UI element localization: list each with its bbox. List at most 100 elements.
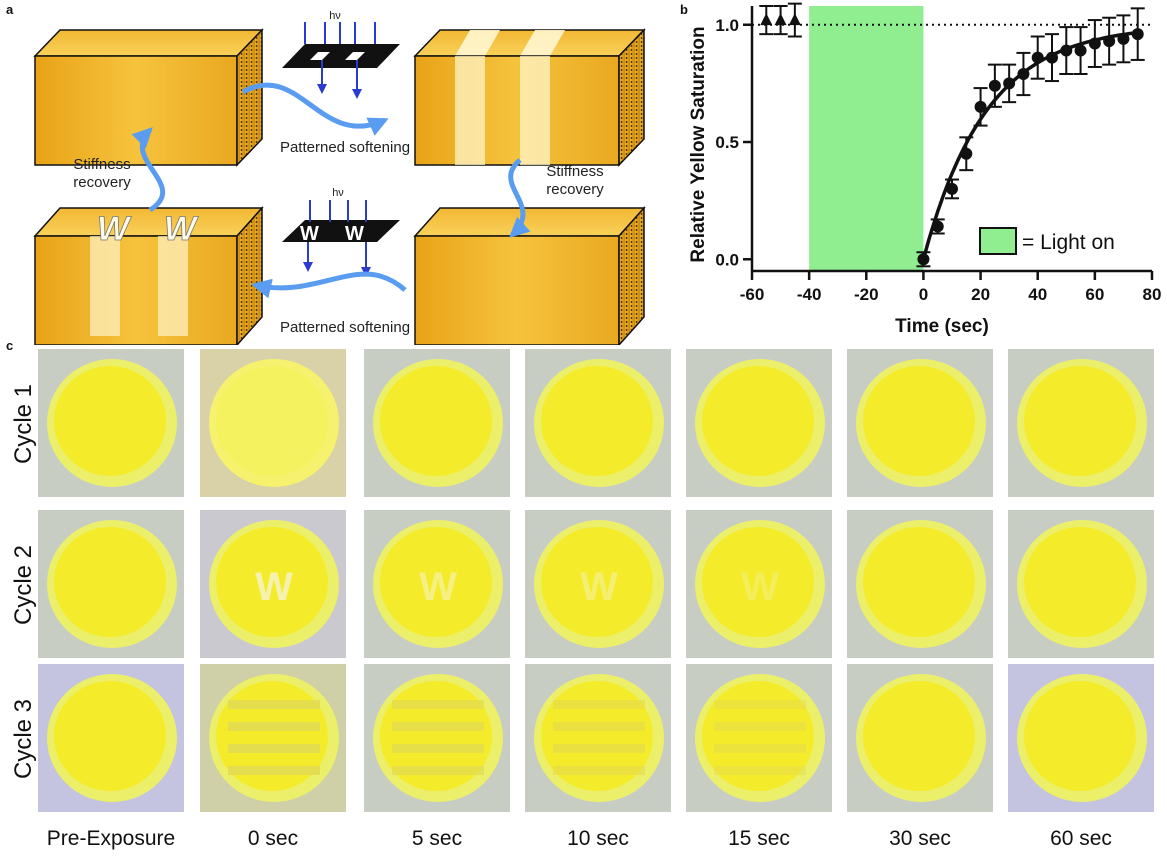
rim	[534, 359, 664, 487]
disc	[54, 681, 166, 791]
column-label-4: 10 sec	[567, 827, 629, 850]
point-0-2	[788, 13, 801, 26]
arrow-stiffness-left	[131, 127, 166, 213]
stripe-1	[392, 722, 484, 731]
svg-text:W: W	[300, 223, 319, 245]
point-1-9	[1046, 51, 1058, 64]
block-bottom-right	[413, 206, 646, 345]
stripe-1	[714, 722, 806, 731]
rim	[695, 674, 825, 802]
column-label-5: 15 sec	[728, 827, 790, 850]
w-letter-1: W	[97, 210, 132, 248]
x-tick-label-4: 20	[971, 285, 990, 304]
y-axis-label: Relative Yellow Saturation	[688, 26, 709, 262]
point-0-0	[760, 13, 773, 26]
panel-a-letter: a	[6, 2, 14, 17]
stiffness-recovery-left-label: Stiffness recovery	[73, 156, 131, 191]
rim	[1017, 359, 1147, 487]
column-label-7: 60 sec	[1050, 827, 1112, 850]
rim	[534, 674, 664, 802]
x-tick-label-7: 80	[1143, 285, 1162, 304]
photo-cycle2-col5: W	[686, 510, 832, 658]
w-pattern: W	[255, 565, 293, 609]
point-1-11	[1074, 44, 1087, 57]
photo-cycle1-col7	[1008, 349, 1154, 497]
w-pattern: W	[741, 565, 779, 609]
panel-a-diagram: W W hν W W	[33, 10, 646, 345]
photo-cycle3-col3	[364, 664, 510, 812]
rim	[373, 520, 503, 648]
point-1-3	[960, 147, 973, 160]
point-1-4	[974, 100, 987, 113]
row-label-3: Cycle 3	[10, 698, 37, 780]
stripe-0	[228, 700, 320, 709]
point-1-14	[1117, 32, 1130, 45]
rim	[856, 359, 986, 487]
photo-cycle3-col7	[1008, 664, 1154, 812]
w-pattern: W	[419, 565, 457, 609]
rim	[1017, 520, 1147, 648]
x-tick-label-1: -40	[797, 285, 822, 304]
photo-cycle3-col4	[525, 664, 671, 812]
column-label-3: 5 sec	[411, 827, 463, 850]
column-label-6: 30 sec	[889, 827, 951, 850]
photo-cycle3-col1	[38, 664, 184, 812]
disc	[702, 527, 814, 637]
x-tick-label-0: -60	[740, 285, 765, 304]
stripe-2	[714, 744, 806, 753]
photomask-top	[282, 22, 400, 99]
light-on-region	[809, 6, 924, 271]
point-1-12	[1088, 37, 1101, 50]
rim	[1017, 674, 1147, 802]
block-top-right	[413, 28, 646, 167]
disc	[702, 681, 814, 791]
stripe-0	[714, 700, 806, 709]
rim	[47, 359, 177, 487]
legend-swatch	[979, 227, 1017, 255]
disc	[702, 366, 814, 476]
y-tick-label-1: 0.5	[715, 133, 739, 152]
fit-curve	[921, 30, 1138, 260]
rim	[47, 520, 177, 648]
photo-cycle2-col6	[847, 510, 993, 658]
point-1-7	[1017, 68, 1030, 81]
column-label-1: Pre-Exposure	[46, 827, 176, 850]
disc	[541, 527, 653, 637]
photo-cycle2-col3: W	[364, 510, 510, 658]
column-label-2: 0 sec	[247, 827, 299, 850]
photo-cycle1-col2	[200, 349, 346, 497]
point-1-2	[946, 182, 958, 195]
point-1-15	[1131, 28, 1144, 41]
photo-cycle3-col2	[200, 664, 346, 812]
stiffness-recovery-right-label: Stiffness recovery	[546, 163, 604, 198]
photo-cycle2-col7	[1008, 510, 1154, 658]
point-1-1	[931, 220, 944, 233]
hv-top-label: hν	[329, 10, 341, 22]
point-1-13	[1103, 35, 1116, 48]
arrow-patterned-top	[241, 82, 389, 136]
disc	[863, 681, 975, 791]
stripe-3	[714, 766, 806, 775]
photo-cycle3-col5	[686, 664, 832, 812]
photo-cycle1-col4	[525, 349, 671, 497]
rim	[209, 359, 339, 487]
stripe-2	[392, 744, 484, 753]
point-1-5	[988, 79, 1001, 92]
patterned-softening-bottom-label: Patterned softening	[279, 319, 411, 336]
w-pattern: W	[580, 565, 618, 609]
rim	[209, 520, 339, 648]
stripe-2	[553, 744, 645, 753]
stripe-1	[228, 722, 320, 731]
arrow-patterned-bottom	[251, 271, 407, 299]
panel-c-letter: c	[6, 338, 14, 353]
rim	[695, 359, 825, 487]
disc	[863, 366, 975, 476]
y-tick-label-0: 0.0	[715, 250, 739, 269]
svg-text:W: W	[345, 223, 364, 245]
disc	[216, 366, 328, 476]
row-label-1: Cycle 1	[10, 383, 37, 465]
hv-bottom-label: hν	[332, 187, 344, 199]
stripe-3	[392, 766, 484, 775]
disc	[216, 681, 328, 791]
photo-cycle3-col6	[847, 664, 993, 812]
